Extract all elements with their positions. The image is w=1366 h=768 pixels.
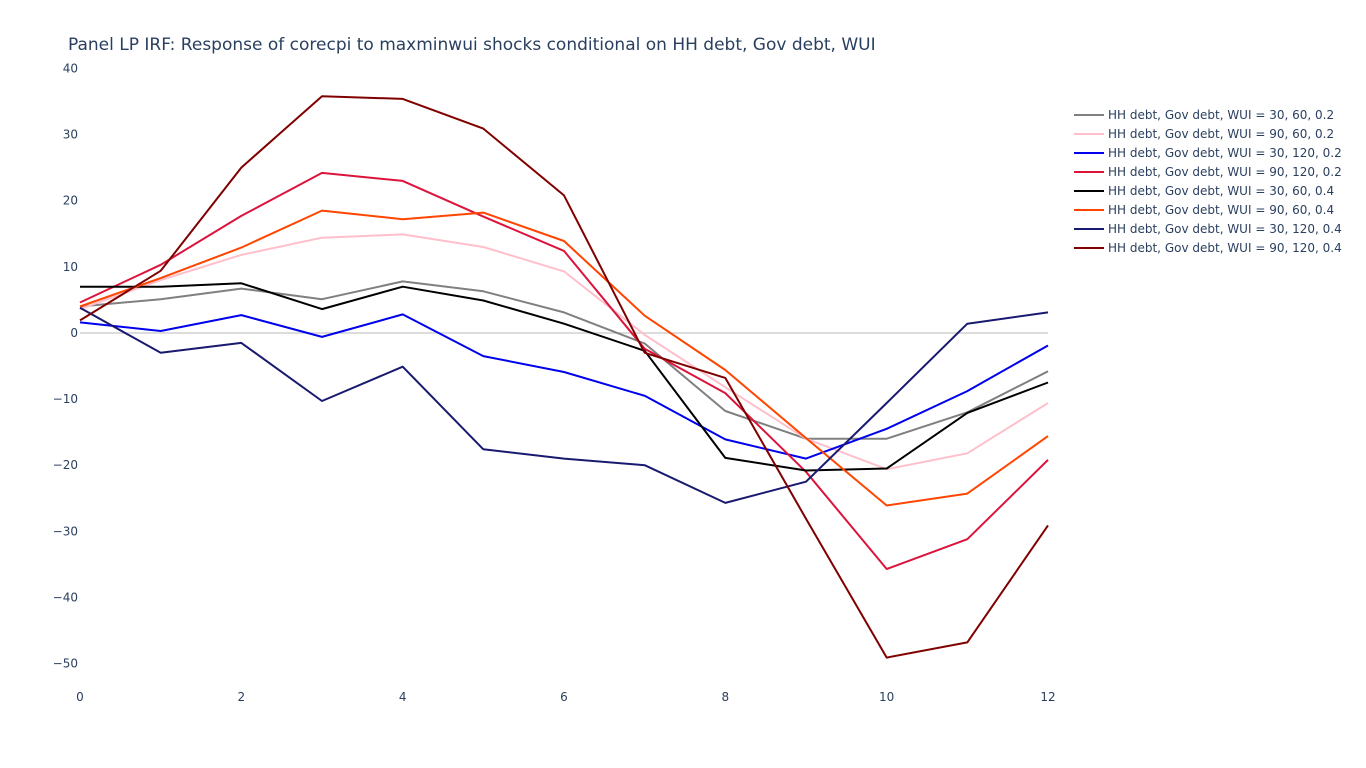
series-line-4 <box>79 171 1049 570</box>
series-line-8 <box>79 95 1049 659</box>
y-tick-label: −50 <box>53 657 78 671</box>
y-tick-label: −30 <box>53 524 78 538</box>
y-tick-label: −40 <box>53 590 78 604</box>
y-tick-label: 30 <box>63 128 78 142</box>
series-lines <box>79 95 1049 659</box>
legend-label: HH debt, Gov debt, WUI = 90, 120, 0.2 <box>1108 165 1342 179</box>
legend-item-1[interactable]: HH debt, Gov debt, WUI = 30, 60, 0.2 <box>1074 108 1334 122</box>
x-tick-label: 10 <box>879 690 894 704</box>
legend-item-2[interactable]: HH debt, Gov debt, WUI = 90, 60, 0.2 <box>1074 127 1334 141</box>
series-line-3 <box>79 313 1049 460</box>
y-tick-label: 40 <box>63 61 78 75</box>
legend-item-4[interactable]: HH debt, Gov debt, WUI = 90, 120, 0.2 <box>1074 165 1342 179</box>
legend-label: HH debt, Gov debt, WUI = 90, 60, 0.2 <box>1108 127 1334 141</box>
legend-item-3[interactable]: HH debt, Gov debt, WUI = 30, 120, 0.2 <box>1074 146 1342 160</box>
x-tick-label: 4 <box>399 690 407 704</box>
legend-label: HH debt, Gov debt, WUI = 30, 120, 0.4 <box>1108 222 1342 236</box>
legend-item-7[interactable]: HH debt, Gov debt, WUI = 30, 120, 0.4 <box>1074 222 1342 236</box>
x-tick-label: 2 <box>238 690 246 704</box>
legend-item-6[interactable]: HH debt, Gov debt, WUI = 90, 60, 0.4 <box>1074 203 1334 217</box>
legend[interactable]: HH debt, Gov debt, WUI = 30, 60, 0.2 HH d… <box>1074 108 1342 255</box>
x-tick-label: 6 <box>560 690 568 704</box>
x-tick-label: 8 <box>722 690 730 704</box>
x-tick-label: 12 <box>1040 690 1055 704</box>
legend-label: HH debt, Gov debt, WUI = 90, 60, 0.4 <box>1108 203 1334 217</box>
legend-label: HH debt, Gov debt, WUI = 30, 120, 0.2 <box>1108 146 1342 160</box>
y-tick-label: 0 <box>70 326 78 340</box>
y-tick-label: 10 <box>63 260 78 274</box>
chart-title: Panel LP IRF: Response of corecpi to max… <box>68 35 876 55</box>
y-tick-label: 20 <box>63 194 78 208</box>
legend-label: HH debt, Gov debt, WUI = 90, 120, 0.4 <box>1108 241 1342 255</box>
series-line-5 <box>80 282 1049 472</box>
legend-item-5[interactable]: HH debt, Gov debt, WUI = 30, 60, 0.4 <box>1074 184 1334 198</box>
series-line-1 <box>79 280 1049 440</box>
series-line-7 <box>79 306 1049 504</box>
series-line-6 <box>79 209 1049 507</box>
x-tick-label: 0 <box>76 690 84 704</box>
x-axis-tick-labels: 0 2 4 6 8 10 12 <box>76 690 1055 704</box>
legend-label: HH debt, Gov debt, WUI = 30, 60, 0.4 <box>1108 184 1334 198</box>
legend-label: HH debt, Gov debt, WUI = 30, 60, 0.2 <box>1108 108 1334 122</box>
y-tick-label: −20 <box>53 458 78 472</box>
y-axis-tick-labels: 40 30 20 10 0 −10 −20 −30 −40 −50 <box>53 61 78 670</box>
y-tick-label: −10 <box>53 392 78 406</box>
legend-item-8[interactable]: HH debt, Gov debt, WUI = 90, 120, 0.4 <box>1074 241 1342 255</box>
